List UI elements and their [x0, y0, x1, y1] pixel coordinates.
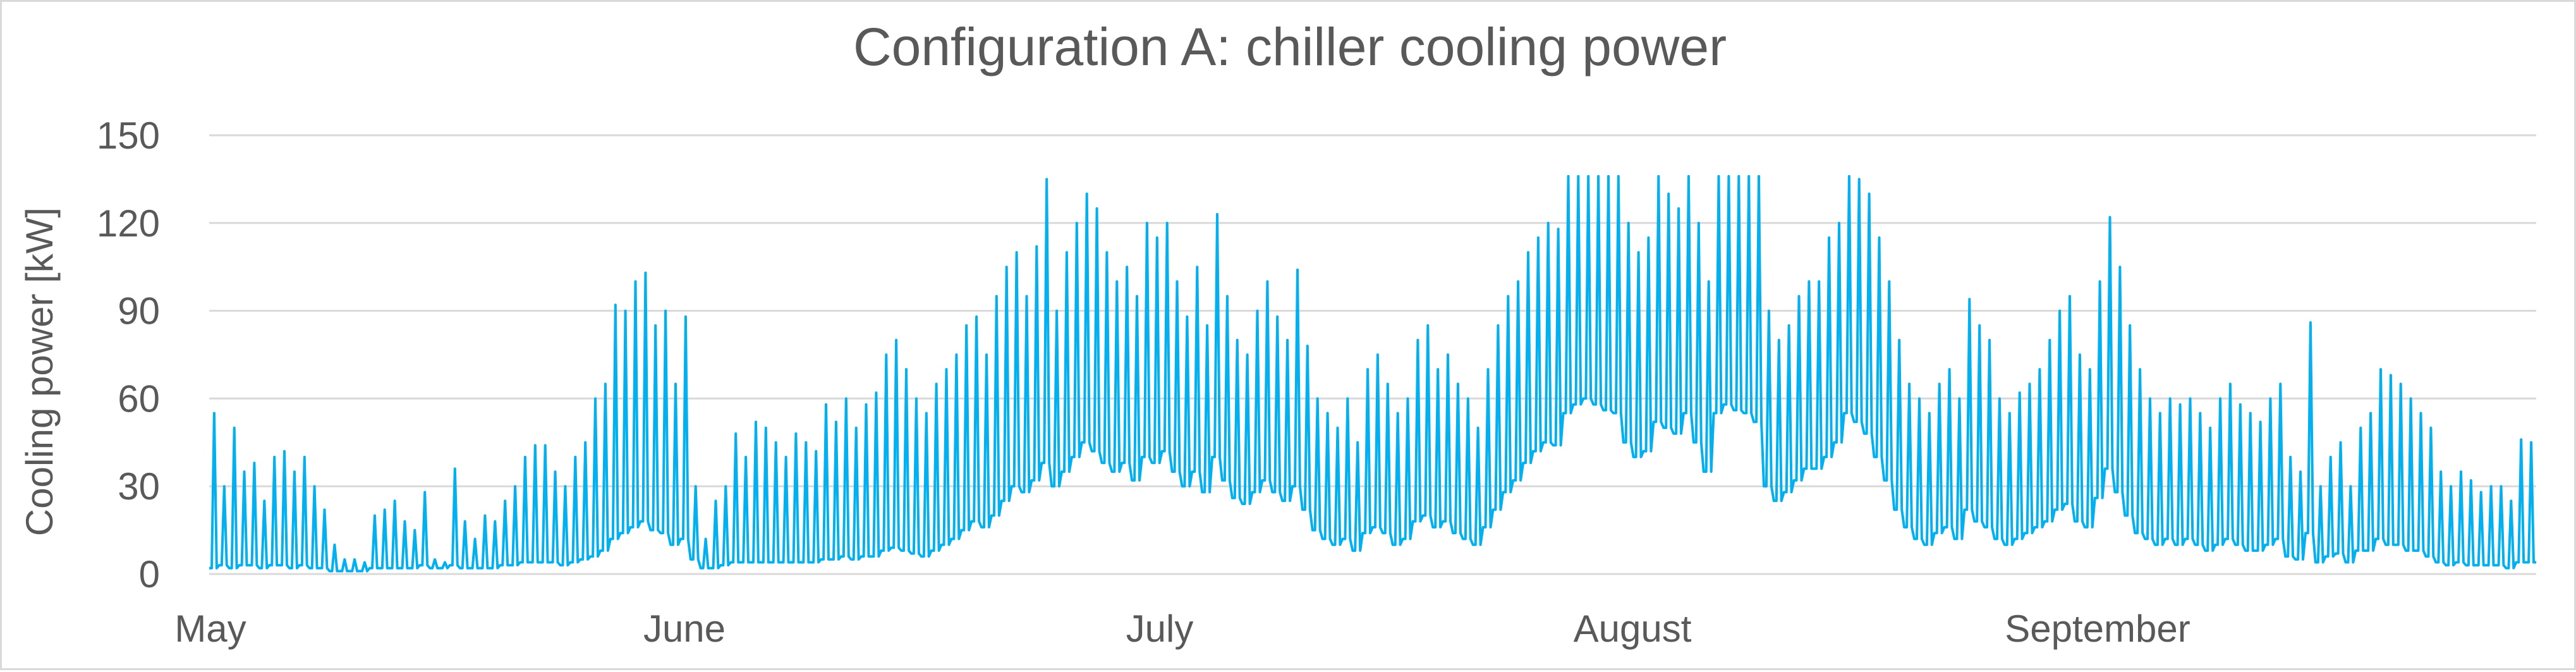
cooling-power-series-line	[209, 174, 2536, 573]
x-tick-label: September	[2005, 608, 2190, 650]
x-axis-month-labels: May June July August September	[174, 608, 2190, 650]
y-tick-label: 30	[118, 465, 160, 508]
chart-title: Configuration A: chiller cooling power	[853, 17, 1727, 76]
y-axis-tick-labels: 0 30 60 90 120 150	[97, 114, 160, 596]
y-axis-label: Cooling power [kW]	[18, 207, 61, 536]
y-tick-label: 120	[97, 202, 160, 245]
x-tick-label: August	[1574, 608, 1692, 650]
x-tick-label: May	[174, 608, 246, 650]
x-tick-label: June	[643, 608, 726, 650]
y-tick-label: 60	[118, 377, 160, 420]
y-tick-label: 90	[118, 290, 160, 333]
x-tick-label: July	[1126, 608, 1194, 650]
series-group	[209, 174, 2536, 573]
y-tick-label: 0	[139, 553, 160, 596]
y-tick-label: 150	[97, 114, 160, 157]
